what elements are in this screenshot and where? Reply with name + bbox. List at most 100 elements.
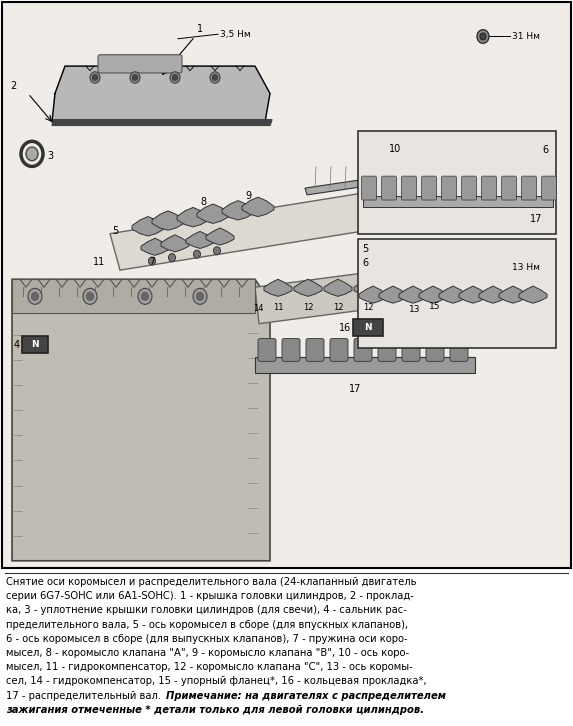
Text: 11: 11 (273, 303, 283, 312)
Text: сел, 14 - гидрокомпенсатор, 15 - упорный фланец*, 16 - кольцевая прокладка*,: сел, 14 - гидрокомпенсатор, 15 - упорный… (6, 677, 427, 686)
Bar (358, 240, 556, 348)
Text: 17 - распределительный вал.: 17 - распределительный вал. (6, 690, 164, 701)
Polygon shape (52, 66, 270, 122)
FancyBboxPatch shape (378, 338, 396, 362)
Circle shape (130, 72, 140, 83)
Circle shape (138, 288, 152, 304)
Text: ка, 3 - уплотнение крышки головки цилиндров (для свечи), 4 - сальник рас-: ка, 3 - уплотнение крышки головки цилинд… (6, 605, 407, 616)
Circle shape (142, 293, 148, 301)
FancyBboxPatch shape (541, 176, 556, 200)
Circle shape (194, 250, 201, 258)
FancyBboxPatch shape (426, 338, 444, 362)
Text: N: N (364, 323, 372, 333)
Text: мысел, 11 - гидрокомпенсатор, 12 - коромысло клапана "C", 13 - ось коромы-: мысел, 11 - гидрокомпенсатор, 12 - кором… (6, 662, 413, 672)
Polygon shape (479, 286, 507, 303)
Text: 12: 12 (303, 303, 313, 312)
FancyBboxPatch shape (521, 176, 536, 200)
Polygon shape (52, 120, 272, 126)
FancyBboxPatch shape (354, 338, 372, 362)
Circle shape (90, 72, 100, 83)
FancyBboxPatch shape (382, 176, 397, 200)
Circle shape (26, 147, 38, 160)
FancyBboxPatch shape (98, 54, 182, 73)
Polygon shape (197, 204, 229, 224)
Text: 15: 15 (429, 302, 441, 311)
Polygon shape (399, 286, 427, 303)
Text: 31 Нм: 31 Нм (512, 32, 540, 41)
Polygon shape (419, 286, 447, 303)
Text: 13 Нм: 13 Нм (512, 264, 540, 272)
Text: 6 - ось коромысел в сборе (для выпускных клапанов), 7 - пружина оси коро-: 6 - ось коромысел в сборе (для выпускных… (6, 634, 407, 644)
Text: 7: 7 (149, 256, 155, 266)
Circle shape (87, 293, 93, 301)
Text: 1: 1 (197, 24, 203, 34)
Polygon shape (324, 280, 352, 296)
Text: 9: 9 (245, 191, 251, 201)
Text: зажигания отмеченные * детали только для левой головки цилиндров.: зажигания отмеченные * детали только для… (6, 705, 424, 715)
FancyBboxPatch shape (282, 338, 300, 362)
Text: 14: 14 (253, 304, 263, 314)
Polygon shape (222, 200, 254, 220)
FancyBboxPatch shape (450, 338, 468, 362)
Bar (358, 131, 556, 234)
Text: 12: 12 (363, 303, 373, 312)
Polygon shape (294, 280, 322, 296)
Polygon shape (152, 211, 184, 230)
Text: 3,5 Нм: 3,5 Нм (220, 30, 251, 38)
Circle shape (172, 75, 178, 81)
FancyBboxPatch shape (362, 176, 376, 200)
Circle shape (92, 75, 97, 81)
Circle shape (148, 257, 155, 265)
Polygon shape (12, 280, 255, 314)
Polygon shape (110, 171, 510, 270)
Polygon shape (12, 280, 270, 560)
Text: 12: 12 (333, 303, 343, 312)
Polygon shape (305, 160, 500, 195)
Text: 5: 5 (362, 244, 368, 254)
Circle shape (480, 33, 486, 40)
Polygon shape (132, 216, 164, 236)
Polygon shape (264, 280, 292, 296)
FancyBboxPatch shape (330, 338, 348, 362)
Polygon shape (379, 286, 407, 303)
Polygon shape (161, 234, 189, 252)
Polygon shape (359, 286, 387, 303)
Circle shape (83, 288, 97, 304)
Text: 5: 5 (112, 227, 118, 237)
Text: 4: 4 (14, 340, 20, 350)
Text: мысел, 8 - коромысло клапана "A", 9 - коромысло клапана "B", 10 - ось коро-: мысел, 8 - коромысло клапана "A", 9 - ко… (6, 648, 409, 658)
Text: 17: 17 (349, 384, 361, 394)
Polygon shape (177, 208, 209, 227)
Circle shape (170, 72, 180, 83)
Text: 2: 2 (10, 81, 16, 91)
FancyBboxPatch shape (258, 338, 276, 362)
Text: 17: 17 (530, 214, 543, 224)
Circle shape (210, 72, 220, 83)
FancyBboxPatch shape (402, 338, 420, 362)
Circle shape (168, 253, 175, 261)
Text: 10: 10 (389, 144, 401, 154)
Polygon shape (363, 196, 553, 208)
Text: Снятие оси коромысел и распределительного вала (24-клапанный двигатель: Снятие оси коромысел и распределительног… (6, 577, 417, 587)
Bar (353, 319, 383, 336)
Text: 6: 6 (362, 258, 368, 268)
Polygon shape (206, 228, 234, 245)
Circle shape (28, 288, 42, 304)
Polygon shape (354, 280, 382, 296)
Circle shape (214, 247, 221, 255)
Text: N: N (31, 340, 39, 349)
Text: пределительного вала, 5 - ось коромысел в сборе (для впускных клапанов),: пределительного вала, 5 - ось коромысел … (6, 619, 408, 629)
FancyBboxPatch shape (461, 176, 477, 200)
Circle shape (213, 75, 218, 81)
FancyBboxPatch shape (306, 338, 324, 362)
Polygon shape (384, 280, 412, 296)
Text: 8: 8 (200, 197, 206, 207)
FancyBboxPatch shape (442, 176, 457, 200)
Text: 11: 11 (93, 257, 105, 267)
Polygon shape (255, 256, 502, 324)
Text: 16: 16 (339, 322, 351, 333)
Text: Примечание: на двигателях с распределителем: Примечание: на двигателях с распределите… (166, 690, 446, 701)
FancyBboxPatch shape (501, 176, 516, 200)
Circle shape (132, 75, 138, 81)
Bar (22, 336, 48, 354)
